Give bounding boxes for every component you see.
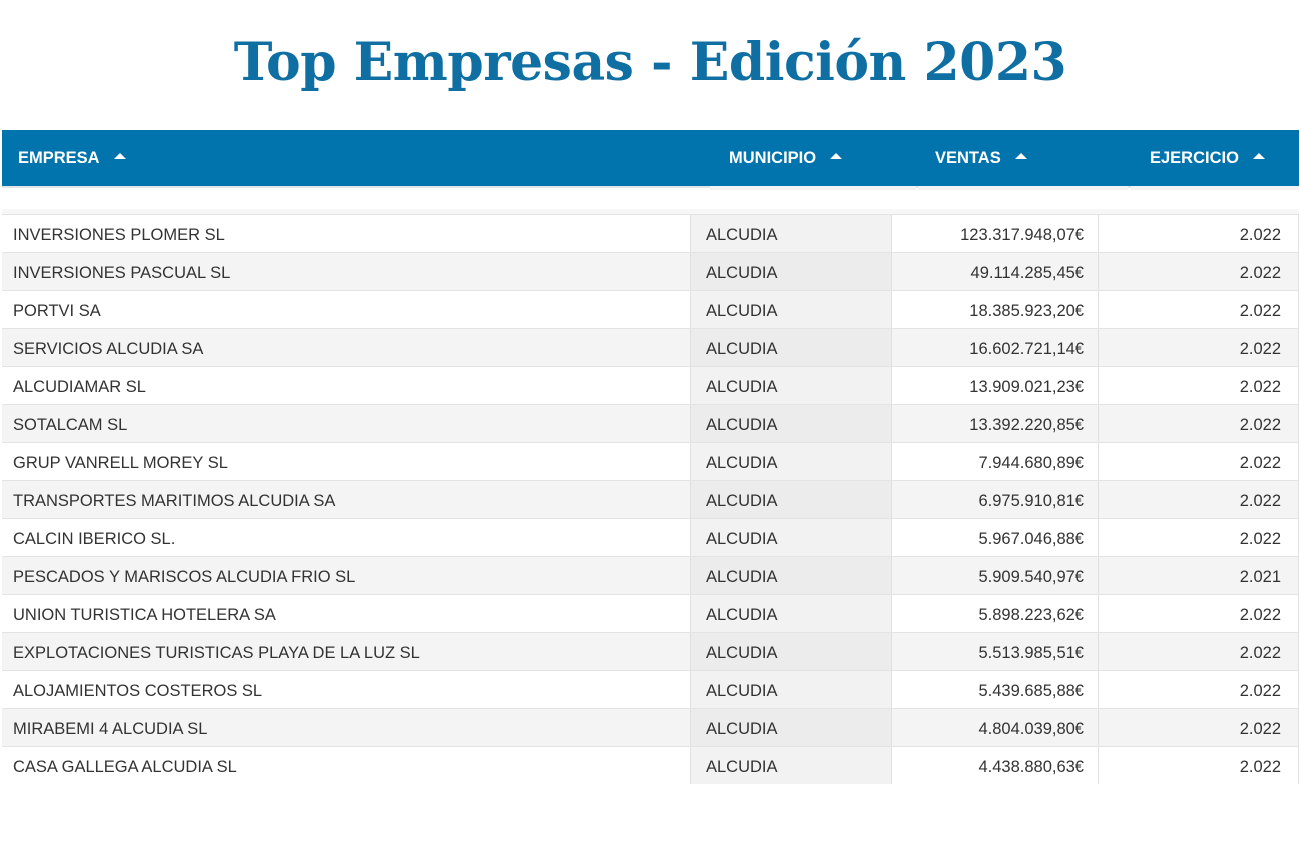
sales-value-cell: 4.438.880,63€ bbox=[892, 747, 1099, 784]
company-name-cell: SOTALCAM SL bbox=[13, 416, 128, 434]
column-header-empresa[interactable]: EMPRESA bbox=[18, 130, 126, 186]
company-name-cell: TRANSPORTES MARITIMOS ALCUDIA SA bbox=[13, 492, 336, 510]
fiscal-year-cell: 2.022 bbox=[1099, 215, 1299, 252]
municipality-cell: ALCUDIA bbox=[690, 709, 892, 746]
company-name-cell: ALCUDIAMAR SL bbox=[13, 378, 146, 396]
fiscal-year-cell: 2.021 bbox=[1099, 557, 1299, 594]
sales-value-cell: 5.898.223,62€ bbox=[892, 595, 1099, 632]
table-body: INVERSIONES PLOMER SL ALCUDIA 123.317.948,… bbox=[2, 214, 1299, 784]
table-row[interactable]: INVERSIONES PASCUAL SL ALCUDIA 49.114.285,… bbox=[2, 252, 1299, 290]
page-title: Top Empresas - Edición 2023 bbox=[233, 32, 1067, 93]
company-name-cell: CASA GALLEGA ALCUDIA SL bbox=[13, 758, 237, 776]
table-row[interactable]: PORTVI SA ALCUDIA 18.385.923,20€ 2.022 bbox=[2, 290, 1299, 328]
table-row[interactable]: INVERSIONES PLOMER SL ALCUDIA 123.317.948,… bbox=[2, 214, 1299, 252]
fiscal-year-cell: 2.022 bbox=[1099, 367, 1299, 404]
header-divider bbox=[710, 186, 916, 190]
table-row[interactable]: PESCADOS Y MARISCOS ALCUDIA FRIO SL ALCUD… bbox=[2, 556, 1299, 594]
sales-value-cell: 49.114.285,45€ bbox=[892, 253, 1099, 290]
sales-value-cell: 7.944.680,89€ bbox=[892, 443, 1099, 480]
municipality-cell: ALCUDIA bbox=[690, 367, 892, 404]
fiscal-year-cell: 2.022 bbox=[1099, 709, 1299, 746]
table-row[interactable]: ALCUDIAMAR SL ALCUDIA 13.909.021,23€ 2.022 bbox=[2, 366, 1299, 404]
fiscal-year-cell: 2.022 bbox=[1099, 633, 1299, 670]
municipality-cell: ALCUDIA bbox=[690, 405, 892, 442]
company-name-cell: UNION TURISTICA HOTELERA SA bbox=[13, 606, 276, 624]
header-divider bbox=[1131, 186, 1299, 190]
sales-value-cell: 18.385.923,20€ bbox=[892, 291, 1099, 328]
fiscal-year-cell: 2.022 bbox=[1099, 747, 1299, 784]
company-name-cell: INVERSIONES PLOMER SL bbox=[13, 226, 225, 244]
table-spacer bbox=[2, 195, 1299, 214]
sort-ascending-icon[interactable] bbox=[1252, 153, 1265, 159]
sales-value-cell: 5.513.985,51€ bbox=[892, 633, 1099, 670]
company-name-cell: EXPLOTACIONES TURISTICAS PLAYA DE LA LUZ… bbox=[13, 644, 420, 662]
sales-value-cell: 6.975.910,81€ bbox=[892, 481, 1099, 518]
company-name-cell: MIRABEMI 4 ALCUDIA SL bbox=[13, 720, 208, 738]
sales-value-cell: 5.439.685,88€ bbox=[892, 671, 1099, 708]
company-name-cell: ALOJAMIENTOS COSTEROS SL bbox=[13, 682, 263, 700]
municipality-cell: ALCUDIA bbox=[690, 291, 892, 328]
sales-value-cell: 16.602.721,14€ bbox=[892, 329, 1099, 366]
table-row[interactable]: CALCIN IBERICO SL. ALCUDIA 5.967.046,88€ 2.… bbox=[2, 518, 1299, 556]
sales-value-cell: 5.909.540,97€ bbox=[892, 557, 1099, 594]
table-header: EMPRESA MUNICIPIO VENTAS EJERCICIO bbox=[2, 130, 1299, 188]
sales-value-cell: 13.909.021,23€ bbox=[892, 367, 1099, 404]
sort-ascending-icon[interactable] bbox=[113, 153, 126, 159]
fiscal-year-cell: 2.022 bbox=[1099, 291, 1299, 328]
municipality-cell: ALCUDIA bbox=[690, 557, 892, 594]
company-name-cell: GRUP VANRELL MOREY SL bbox=[13, 454, 228, 472]
column-header-label: EJERCICIO bbox=[1150, 148, 1239, 167]
company-name-cell: CALCIN IBERICO SL. bbox=[13, 530, 176, 548]
fiscal-year-cell: 2.022 bbox=[1099, 595, 1299, 632]
municipality-cell: ALCUDIA bbox=[690, 671, 892, 708]
sort-ascending-icon[interactable] bbox=[830, 153, 843, 159]
municipality-cell: ALCUDIA bbox=[690, 747, 892, 784]
table-row[interactable]: EXPLOTACIONES TURISTICAS PLAYA DE LA LUZ… bbox=[2, 632, 1299, 670]
column-header-municipio[interactable]: MUNICIPIO bbox=[729, 130, 843, 186]
table-row[interactable]: ALOJAMIENTOS COSTEROS SL ALCUDIA 5.439.685… bbox=[2, 670, 1299, 708]
column-header-label: MUNICIPIO bbox=[729, 148, 817, 167]
sales-value-cell: 5.967.046,88€ bbox=[892, 519, 1099, 556]
header-divider bbox=[918, 186, 1128, 190]
column-header-ventas[interactable]: VENTAS bbox=[935, 130, 1027, 186]
municipality-cell: ALCUDIA bbox=[690, 595, 892, 632]
municipality-cell: ALCUDIA bbox=[690, 481, 892, 518]
municipality-cell: ALCUDIA bbox=[690, 443, 892, 480]
fiscal-year-cell: 2.022 bbox=[1099, 519, 1299, 556]
table-row[interactable]: MIRABEMI 4 ALCUDIA SL ALCUDIA 4.804.039,80… bbox=[2, 708, 1299, 746]
municipality-cell: ALCUDIA bbox=[690, 633, 892, 670]
company-name-cell: PORTVI SA bbox=[13, 302, 101, 320]
column-header-label: VENTAS bbox=[935, 148, 1001, 167]
table-row[interactable]: SOTALCAM SL ALCUDIA 13.392.220,85€ 2.022 bbox=[2, 404, 1299, 442]
table-row[interactable]: TRANSPORTES MARITIMOS ALCUDIA SA ALCUDIA 6… bbox=[2, 480, 1299, 518]
table-row[interactable]: SERVICIOS ALCUDIA SA ALCUDIA 16.602.721,14… bbox=[2, 328, 1299, 366]
sales-value-cell: 4.804.039,80€ bbox=[892, 709, 1099, 746]
sales-value-cell: 123.317.948,07€ bbox=[892, 215, 1099, 252]
table-row[interactable]: CASA GALLEGA ALCUDIA SL ALCUDIA 4.438.880,… bbox=[2, 746, 1299, 784]
table-row[interactable]: GRUP VANRELL MOREY SL ALCUDIA 7.944.680,89… bbox=[2, 442, 1299, 480]
fiscal-year-cell: 2.022 bbox=[1099, 481, 1299, 518]
municipality-cell: ALCUDIA bbox=[690, 519, 892, 556]
company-name-cell: SERVICIOS ALCUDIA SA bbox=[13, 340, 204, 358]
municipality-cell: ALCUDIA bbox=[690, 329, 892, 366]
municipality-cell: ALCUDIA bbox=[690, 215, 892, 252]
fiscal-year-cell: 2.022 bbox=[1099, 405, 1299, 442]
fiscal-year-cell: 2.022 bbox=[1099, 253, 1299, 290]
column-header-label: EMPRESA bbox=[18, 148, 100, 167]
table-row[interactable]: UNION TURISTICA HOTELERA SA ALCUDIA 5.898.… bbox=[2, 594, 1299, 632]
fiscal-year-cell: 2.022 bbox=[1099, 329, 1299, 366]
column-header-ejercicio[interactable]: EJERCICIO bbox=[1150, 130, 1265, 186]
company-name-cell: PESCADOS Y MARISCOS ALCUDIA FRIO SL bbox=[13, 568, 356, 586]
company-name-cell: INVERSIONES PASCUAL SL bbox=[13, 264, 231, 282]
municipality-cell: ALCUDIA bbox=[690, 253, 892, 290]
fiscal-year-cell: 2.022 bbox=[1099, 443, 1299, 480]
fiscal-year-cell: 2.022 bbox=[1099, 671, 1299, 708]
sales-value-cell: 13.392.220,85€ bbox=[892, 405, 1099, 442]
sort-ascending-icon[interactable] bbox=[1014, 153, 1027, 159]
